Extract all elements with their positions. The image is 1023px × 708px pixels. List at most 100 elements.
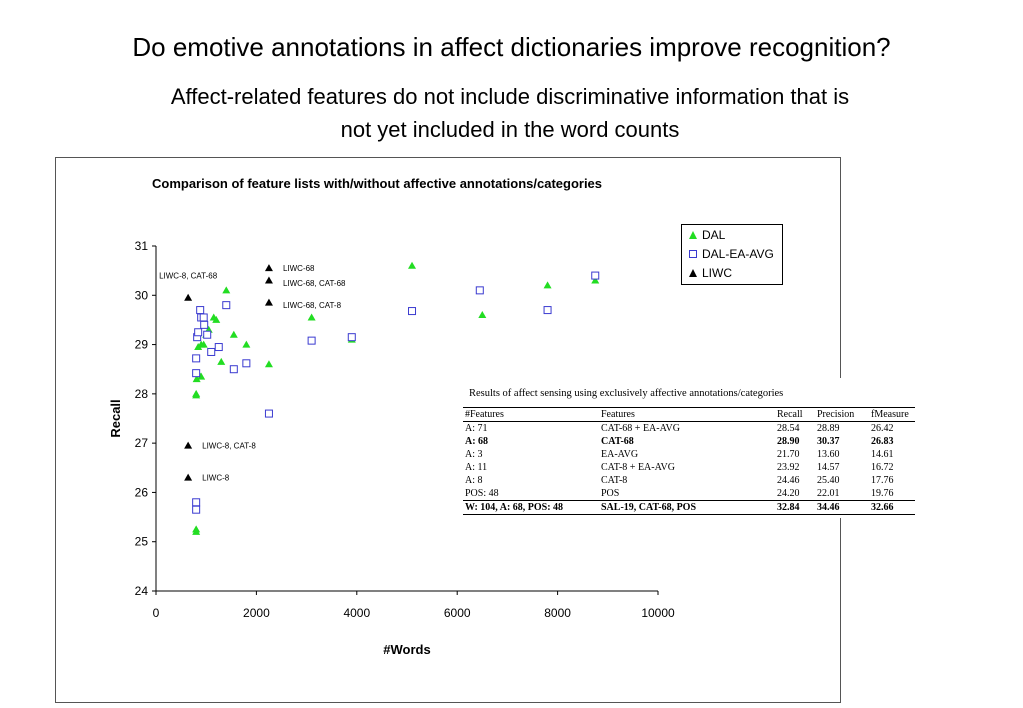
x-axis-label: #Words xyxy=(383,642,430,657)
y-tick-label: 24 xyxy=(135,584,149,598)
data-point-dal-ea-avg xyxy=(192,498,201,507)
table-row: A: 68 CAT-68 28.90 30.37 26.83 xyxy=(463,435,915,448)
y-tick-label: 29 xyxy=(135,338,149,352)
data-point-liwc xyxy=(184,441,193,449)
annotation-label: LIWC-68 xyxy=(283,264,315,273)
cell-fmeasure: 16.72 xyxy=(871,462,894,473)
cell-features: SAL-19, CAT-68, POS xyxy=(599,500,775,515)
header-fmeasure: fMeasure xyxy=(869,407,915,422)
data-point-liwc xyxy=(264,276,273,284)
data-point-dal-ea-avg xyxy=(192,369,201,378)
cell-fmeasure: 17.76 xyxy=(871,475,894,486)
data-point-liwc xyxy=(264,264,273,272)
table-row: A: 8 CAT-8 24.46 25.40 17.76 xyxy=(463,474,915,487)
data-point-dal xyxy=(591,276,600,284)
results-table-panel: Results of affect sensing using exclusiv… xyxy=(455,378,915,518)
annotation-label: LIWC-68, CAT-68 xyxy=(283,279,346,288)
table-row: A: 3 EA-AVG 21.70 13.60 14.61 xyxy=(463,448,915,461)
cell-features: CAT-8 xyxy=(601,475,628,486)
data-point-dal-ea-avg xyxy=(408,307,417,316)
cell-recall: 28.54 xyxy=(777,423,800,434)
y-tick-label: 28 xyxy=(135,387,149,401)
y-axis-label: Recall xyxy=(108,399,123,437)
cell-features-count: POS: 48 xyxy=(465,488,499,499)
y-tick-label: 30 xyxy=(135,288,149,302)
cell-fmeasure: 32.66 xyxy=(869,500,915,515)
chart-legend: DAL DAL-EA-AVG LIWC xyxy=(681,224,783,285)
table-caption: Results of affect sensing using exclusiv… xyxy=(469,388,784,399)
cell-recall: 23.92 xyxy=(777,462,800,473)
header-features-count: #Features xyxy=(463,407,599,422)
data-point-dal-ea-avg xyxy=(307,336,316,345)
cell-features: CAT-8 + EA-AVG xyxy=(601,462,675,473)
data-point-dal-ea-avg xyxy=(192,354,201,363)
data-point-dal-ea-avg xyxy=(196,306,205,315)
data-point-dal-ea-avg xyxy=(229,365,238,374)
annotation-label: LIWC-8 xyxy=(202,474,230,483)
annotation-label: LIWC-8, CAT-68 xyxy=(159,271,218,280)
cell-features: POS xyxy=(601,488,620,499)
data-point-dal-ea-avg xyxy=(222,301,231,310)
header-recall: Recall xyxy=(775,407,815,422)
data-point-dal-ea-avg xyxy=(347,333,356,342)
header-precision: Precision xyxy=(815,407,869,422)
data-point-dal xyxy=(197,372,206,380)
x-tick-label: 8000 xyxy=(544,606,571,620)
cell-features-count: A: 71 xyxy=(465,423,488,434)
data-point-dal xyxy=(478,311,487,318)
header-features: Features xyxy=(599,407,775,422)
y-tick-label: 27 xyxy=(135,436,149,450)
data-point-dal-ea-avg xyxy=(192,505,201,514)
data-point-dal-ea-avg xyxy=(207,347,216,356)
data-point-dal xyxy=(307,313,316,321)
data-point-dal-ea-avg xyxy=(200,320,209,329)
data-point-dal-ea-avg xyxy=(264,409,273,418)
cell-recall: 24.20 xyxy=(777,488,800,499)
data-point-dal xyxy=(217,357,226,365)
y-tick-label: 25 xyxy=(135,535,149,549)
legend-label-dal-ea-avg: DAL-EA-AVG xyxy=(702,246,774,261)
data-point-dal-ea-avg xyxy=(543,306,552,315)
cell-recall: 21.70 xyxy=(777,449,800,460)
data-point-dal xyxy=(408,261,417,269)
cell-precision: 22.01 xyxy=(817,488,840,499)
data-point-dal-ea-avg xyxy=(199,313,208,322)
cell-features: CAT-68 + EA-AVG xyxy=(601,423,680,434)
table-row: A: 71 CAT-68 + EA-AVG 28.54 28.89 26.42 xyxy=(463,422,915,436)
chart-title: Comparison of feature lists with/without… xyxy=(152,176,603,191)
annotation-label: LIWC-8, CAT-8 xyxy=(202,442,256,451)
data-point-dal-ea-avg xyxy=(203,330,212,339)
cell-features: CAT-68 xyxy=(601,436,634,447)
data-point-dal xyxy=(192,375,201,383)
x-tick-label: 0 xyxy=(153,606,160,620)
cell-precision: 34.46 xyxy=(815,500,869,515)
subtitle-line-2: not yet included in the word counts xyxy=(340,117,680,142)
cell-fmeasure: 26.42 xyxy=(871,423,894,434)
data-point-dal xyxy=(264,360,273,368)
cell-precision: 13.60 xyxy=(817,449,840,460)
cell-features: EA-AVG xyxy=(601,449,639,460)
results-table: #Features Features Recall Precision fMea… xyxy=(463,407,915,515)
cell-precision: 28.89 xyxy=(817,423,840,434)
cell-features-count: A: 8 xyxy=(465,475,483,486)
data-point-dal xyxy=(229,330,238,338)
annotation-label: LIWC-68, CAT-8 xyxy=(283,301,342,310)
data-point-dal-ea-avg xyxy=(242,359,251,368)
data-point-liwc xyxy=(184,473,193,481)
data-point-dal xyxy=(212,315,221,323)
table-row: POS: 48 POS 24.20 22.01 19.76 xyxy=(463,487,915,501)
cell-recall: 28.90 xyxy=(777,436,800,447)
data-point-dal xyxy=(192,389,201,397)
cell-recall: 32.84 xyxy=(775,500,815,515)
cell-features-count: A: 3 xyxy=(465,449,483,460)
legend-item-dal: DAL xyxy=(682,225,782,244)
table-row: A: 11 CAT-8 + EA-AVG 23.92 14.57 16.72 xyxy=(463,461,915,474)
legend-label-dal: DAL xyxy=(702,227,726,242)
cell-features-count: A: 11 xyxy=(465,462,488,473)
x-tick-label: 10000 xyxy=(641,606,675,620)
cell-precision: 14.57 xyxy=(817,462,840,473)
cell-fmeasure: 14.61 xyxy=(871,449,894,460)
cell-recall: 24.46 xyxy=(777,475,800,486)
data-point-dal xyxy=(192,525,201,533)
